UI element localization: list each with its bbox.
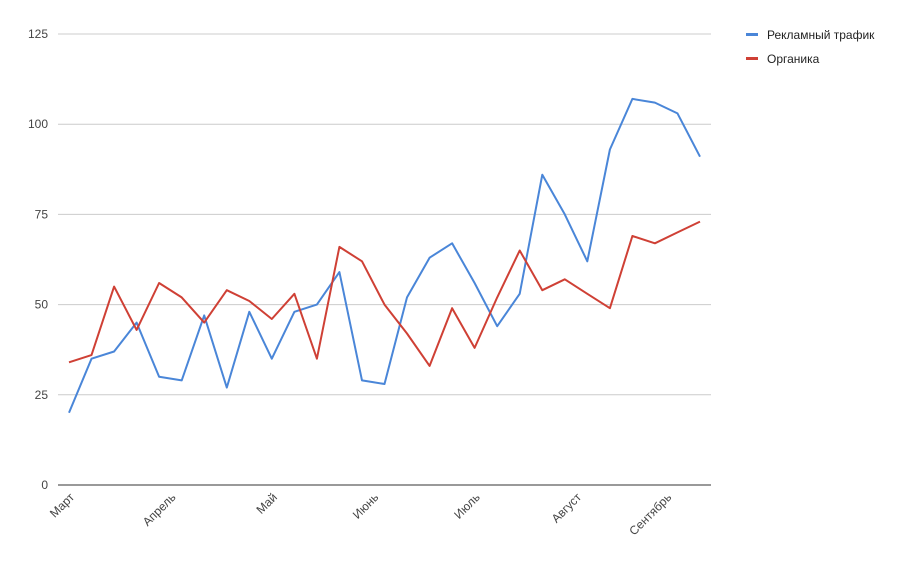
x-axis-ticks: Март Апрель Май Июнь Июль Август Сентябрь — [47, 490, 674, 538]
y-tick-label: 100 — [28, 117, 48, 131]
legend-label-organic: Органика — [767, 52, 820, 66]
y-tick-label: 50 — [35, 298, 49, 312]
legend: Рекламный трафик Органика — [746, 28, 875, 66]
y-tick-label: 0 — [41, 478, 48, 492]
y-axis-ticks: 0 25 50 75 100 125 — [28, 27, 48, 492]
legend-swatch-ads — [746, 33, 758, 36]
x-tick-label: Июль — [451, 490, 483, 522]
x-tick-label: Сентябрь — [626, 490, 674, 538]
x-tick-label: Август — [549, 490, 585, 526]
x-tick-label: Июнь — [350, 490, 381, 521]
x-tick-label: Апрель — [140, 490, 179, 529]
y-tick-label: 125 — [28, 27, 48, 41]
grid-lines — [58, 33, 711, 486]
series-line-organic — [68, 220, 701, 367]
x-tick-label: Март — [47, 490, 78, 521]
y-tick-label: 25 — [35, 388, 49, 402]
series-lines — [68, 97, 701, 414]
legend-label-ads: Рекламный трафик — [767, 28, 875, 42]
series-line-ads — [68, 97, 701, 414]
x-tick-label: Май — [253, 490, 280, 517]
legend-swatch-organic — [746, 57, 758, 60]
y-tick-label: 75 — [35, 207, 49, 221]
